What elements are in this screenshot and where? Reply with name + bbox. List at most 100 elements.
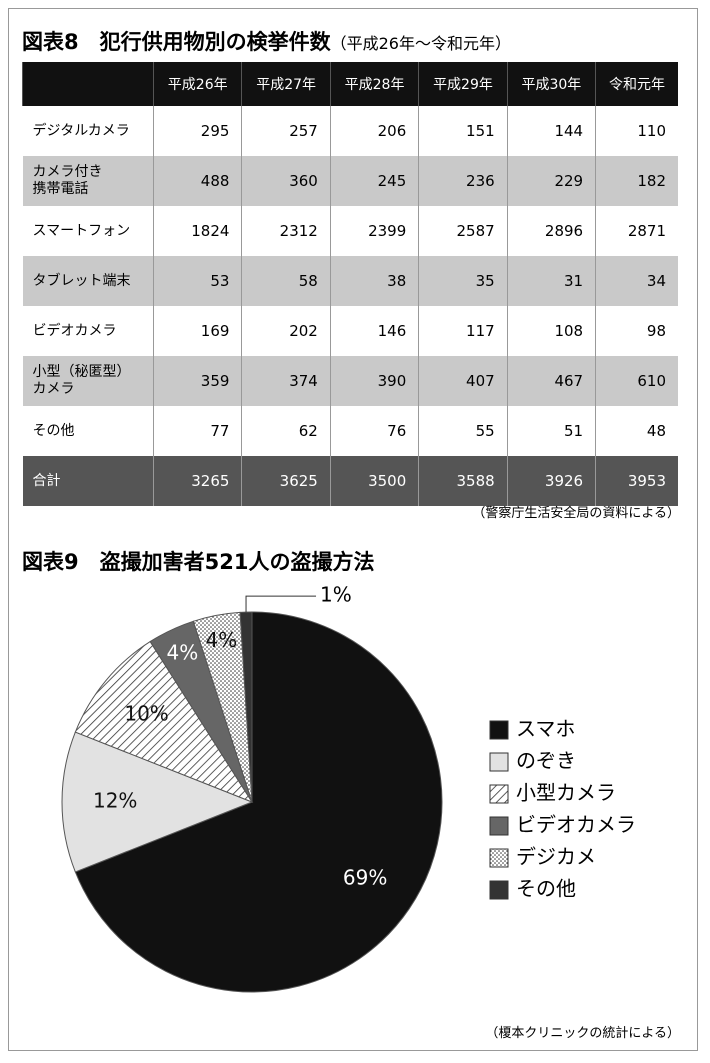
cell: 58 [241,256,331,306]
column-header: 平成27年 [241,62,331,106]
cell: 610 [595,356,678,406]
cell: 2312 [241,206,331,256]
slice-label: 1% [320,583,352,607]
column-header: 平成28年 [329,62,419,106]
cell: 3926 [506,456,596,506]
cell: 359 [152,356,242,406]
column-header: 平成26年 [152,62,242,106]
table-row: その他 77 62 76 55 51 48 [23,406,678,456]
data-table: 平成26年 平成27年 平成28年 平成29年 平成30年 令和元年 デジタルカメラ 295 2… [22,62,678,506]
row-label: その他 [32,422,75,439]
cell: 55 [418,406,508,456]
cell: 202 [241,306,331,356]
cell: 98 [595,306,678,356]
cell: 3953 [595,456,678,506]
legend-swatch [489,784,509,804]
row-label: 合計 [22,456,154,506]
slice-label: 10% [124,701,168,725]
legend-label: デジカメ [516,845,596,869]
row-label: 小型（秘匿型） カメラ [22,356,154,406]
slice-label: 69% [343,865,387,889]
cell: 1824 [152,206,242,256]
column-header: 平成30年 [506,62,596,106]
cell: 3500 [329,456,419,506]
cell: 38 [329,256,419,306]
cell: 144 [506,106,596,156]
column-header: 平成29年 [418,62,508,106]
cell: 2587 [418,206,508,256]
cell: 245 [329,156,419,206]
cell: 110 [595,106,678,156]
cell: 236 [418,156,508,206]
cell: 34 [595,256,678,306]
legend-swatch [489,816,509,836]
cell: 169 [152,306,242,356]
table-source: （警察庁生活安全局の資料による） [472,506,680,521]
header-row: 平成26年 平成27年 平成28年 平成29年 平成30年 令和元年 [22,62,678,106]
cell: 31 [506,256,596,306]
corner [22,62,154,106]
table-subtitle: （平成26年～令和元年） [330,34,511,53]
cell: 182 [595,156,678,206]
cell: 53 [152,256,242,306]
slice-label: 12% [93,789,137,813]
cell: 374 [241,356,331,406]
row-label: スマートフォン [32,222,131,239]
legend-label: ビデオカメラ [516,813,636,837]
row-label: ビデオカメラ [32,322,117,339]
legend-label: その他 [516,877,576,901]
cell: 48 [595,406,678,456]
cell: 407 [418,356,508,406]
cell: 51 [506,406,596,456]
cell: 390 [329,356,419,406]
frame [8,8,698,1051]
legend-swatch [489,752,509,772]
cell: 257 [241,106,331,156]
pie-slice [61,731,254,873]
cell: 77 [152,406,242,456]
table-row: タブレット端末 53 58 38 35 31 34 [22,256,678,306]
cell: 3265 [152,456,242,506]
cell: 360 [241,156,331,206]
cell: 62 [241,406,331,456]
table-row: ビデオカメラ 169 202 146 117 108 98 [23,306,678,356]
cell: 2896 [506,206,596,256]
legend-swatch [489,848,509,868]
title-text: 図表8 犯行供用物別の検挙件数 [22,30,331,54]
table-row: カメラ付き 携帯電話 488 360 245 236 229 182 [22,156,678,206]
cell: 2871 [595,206,678,256]
table-title: 図表8 犯行供用物別の検挙件数（平成26年～令和元年） [22,26,511,56]
row-label: カメラ付き 携帯電話 [22,156,154,206]
cell: 146 [329,306,419,356]
cell: 206 [329,106,419,156]
cell: 3588 [418,456,508,506]
leader-line [245,595,317,613]
column-header: 令和元年 [595,62,678,106]
legend-swatch [489,880,509,900]
slice-label: 4% [167,641,199,665]
slice-label: 4% [206,628,238,652]
cell: 2399 [329,206,419,256]
chart-source: （榎本クリニックの統計による） [485,1026,680,1041]
cell: 151 [418,106,508,156]
cell: 229 [506,156,596,206]
cell: 35 [418,256,508,306]
legend-label: スマホ [516,717,575,741]
cell: 108 [506,306,596,356]
cell: 467 [506,356,596,406]
cell: 117 [418,306,508,356]
cell: 488 [152,156,242,206]
chart-title: 図表9 盗撮加害者521人の盗撮方法 [22,550,375,574]
table-row: デジタルカメラ 295 257 206 151 144 110 [23,106,678,156]
row-label: デジタルカメラ [32,122,130,139]
pie-slice [74,640,254,804]
table-row: 小型（秘匿型） カメラ 359 374 390 407 467 610 [22,356,678,406]
table-row: 合計 3265 3625 3500 3588 3926 3953 [22,456,678,506]
table-row: スマートフォン 1824 2312 2399 2587 2896 2871 [23,206,678,256]
legend-label: 小型カメラ [516,781,616,805]
row-label: タブレット端末 [22,256,154,306]
cell: 3625 [241,456,331,506]
pie-slice [74,611,443,993]
